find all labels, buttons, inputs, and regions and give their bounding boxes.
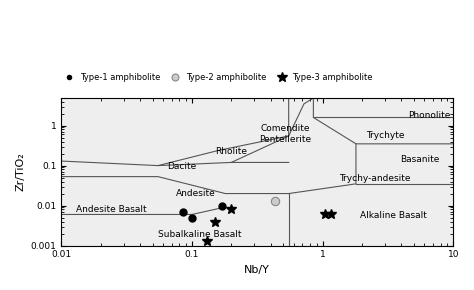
Text: Alkaline Basalt: Alkaline Basalt (360, 211, 427, 220)
Text: Subalkaline Basalt: Subalkaline Basalt (158, 230, 242, 240)
Text: Andesite Basalt: Andesite Basalt (76, 204, 147, 213)
Text: Andesite: Andesite (176, 189, 215, 198)
Text: Dacite: Dacite (167, 162, 197, 171)
Text: Trychy-andesite: Trychy-andesite (339, 174, 410, 183)
Text: Trychyte: Trychyte (365, 131, 404, 140)
Y-axis label: Zr/TiO₂: Zr/TiO₂ (15, 152, 25, 191)
Text: Rholite: Rholite (215, 147, 247, 156)
Legend: Type-1 amphibolite, Type-2 amphibolite, Type-3 amphibolite: Type-1 amphibolite, Type-2 amphibolite, … (58, 69, 376, 85)
Text: Phonolite: Phonolite (408, 111, 450, 120)
Text: Comendite
Pentellerite: Comendite Pentellerite (259, 124, 311, 144)
Text: Basanite: Basanite (400, 155, 439, 164)
X-axis label: Nb/Y: Nb/Y (244, 265, 270, 275)
